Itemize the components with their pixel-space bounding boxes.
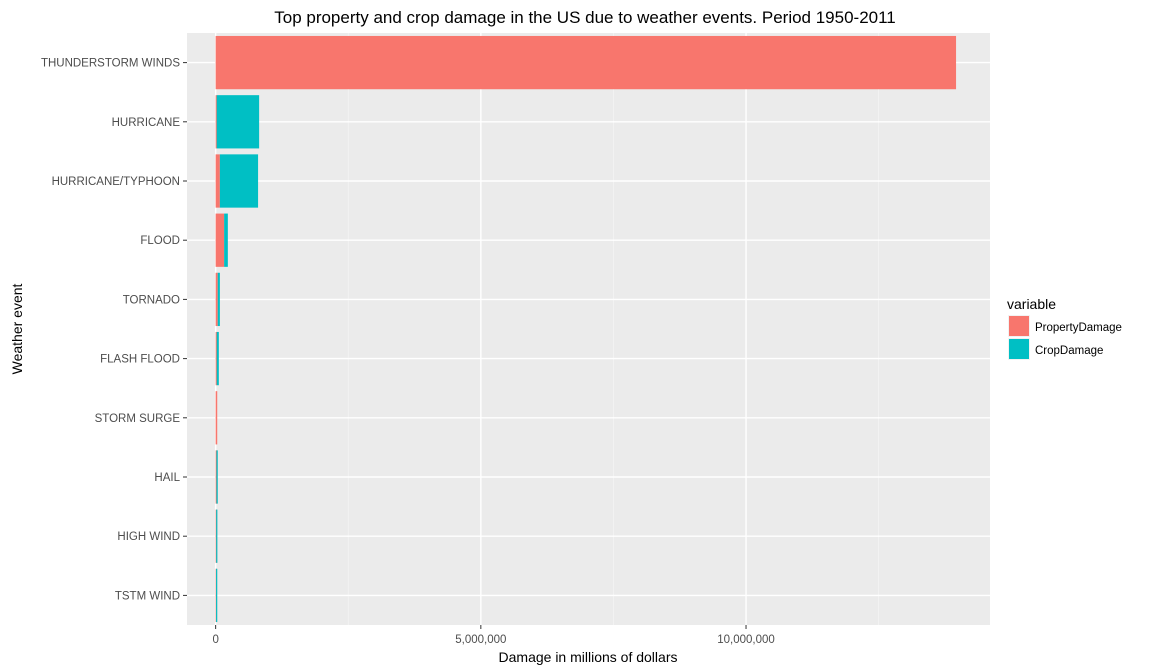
bar-propertydamage-storm-surge (215, 391, 218, 445)
bar-propertydamage-hurricane (215, 95, 217, 149)
bar-cropdamage-hail (216, 450, 218, 504)
bar-propertydamage-thunderstorm-winds (215, 35, 957, 90)
bar-propertydamage-hail (215, 450, 217, 504)
y-tick-label: HURRICANE (112, 117, 181, 129)
bar-cropdamage-tstm-wind (216, 568, 218, 623)
bar-propertydamage-flood (215, 213, 225, 267)
x-tick-label: 5,000,000 (455, 634, 506, 646)
y-tick-label: HIGH WIND (117, 531, 180, 543)
y-tick-label: TORNADO (123, 294, 180, 306)
plot-panel (187, 33, 990, 625)
bar-cropdamage-hurricane (216, 95, 260, 149)
legend-key-propertydamage (1009, 316, 1029, 336)
y-tick-label: TSTM WIND (115, 590, 180, 602)
legend-title: variable (1007, 296, 1056, 312)
y-tick-label: THUNDERSTORM WINDS (41, 58, 180, 70)
major-gridlines (187, 33, 990, 625)
y-tick-label: FLOOD (140, 235, 180, 247)
bar-propertydamage-flash-flood (215, 331, 217, 386)
legend: variable PropertyDamage CropDamage (1007, 296, 1122, 360)
y-axis-title: Weather event (9, 283, 25, 374)
x-axis: 0 5,000,000 10,000,000 (212, 625, 775, 646)
bar-propertydamage-hurricane-typhoon (215, 154, 220, 208)
bar-propertydamage-tornado (215, 272, 218, 327)
bars (215, 35, 957, 623)
x-axis-title: Damage in millions of dollars (499, 649, 678, 665)
x-tick-label: 10,000,000 (717, 634, 775, 646)
y-tick-label: STORM SURGE (95, 413, 181, 425)
x-tick-label: 0 (212, 634, 218, 646)
y-axis: THUNDERSTORM WINDS HURRICANE HURRICANE/TYP… (41, 58, 187, 602)
legend-key-cropdamage (1009, 339, 1029, 359)
minor-gridlines (347, 33, 880, 625)
chart-title: Top property and crop damage in the US d… (274, 8, 896, 27)
y-tick-label: HAIL (154, 472, 180, 484)
y-tick-label: HURRICANE/TYPHOON (52, 176, 180, 188)
legend-label-propertydamage: PropertyDamage (1035, 322, 1122, 334)
bar-cropdamage-high-wind (216, 509, 218, 563)
bar-cropdamage-flash-flood (216, 331, 219, 386)
bar-cropdamage-flood (224, 213, 228, 267)
bar-cropdamage-hurricane-typhoon (219, 154, 259, 208)
legend-label-cropdamage: CropDamage (1035, 345, 1103, 357)
y-tick-label: FLASH FLOOD (100, 354, 180, 366)
bar-cropdamage-tornado (217, 272, 220, 327)
